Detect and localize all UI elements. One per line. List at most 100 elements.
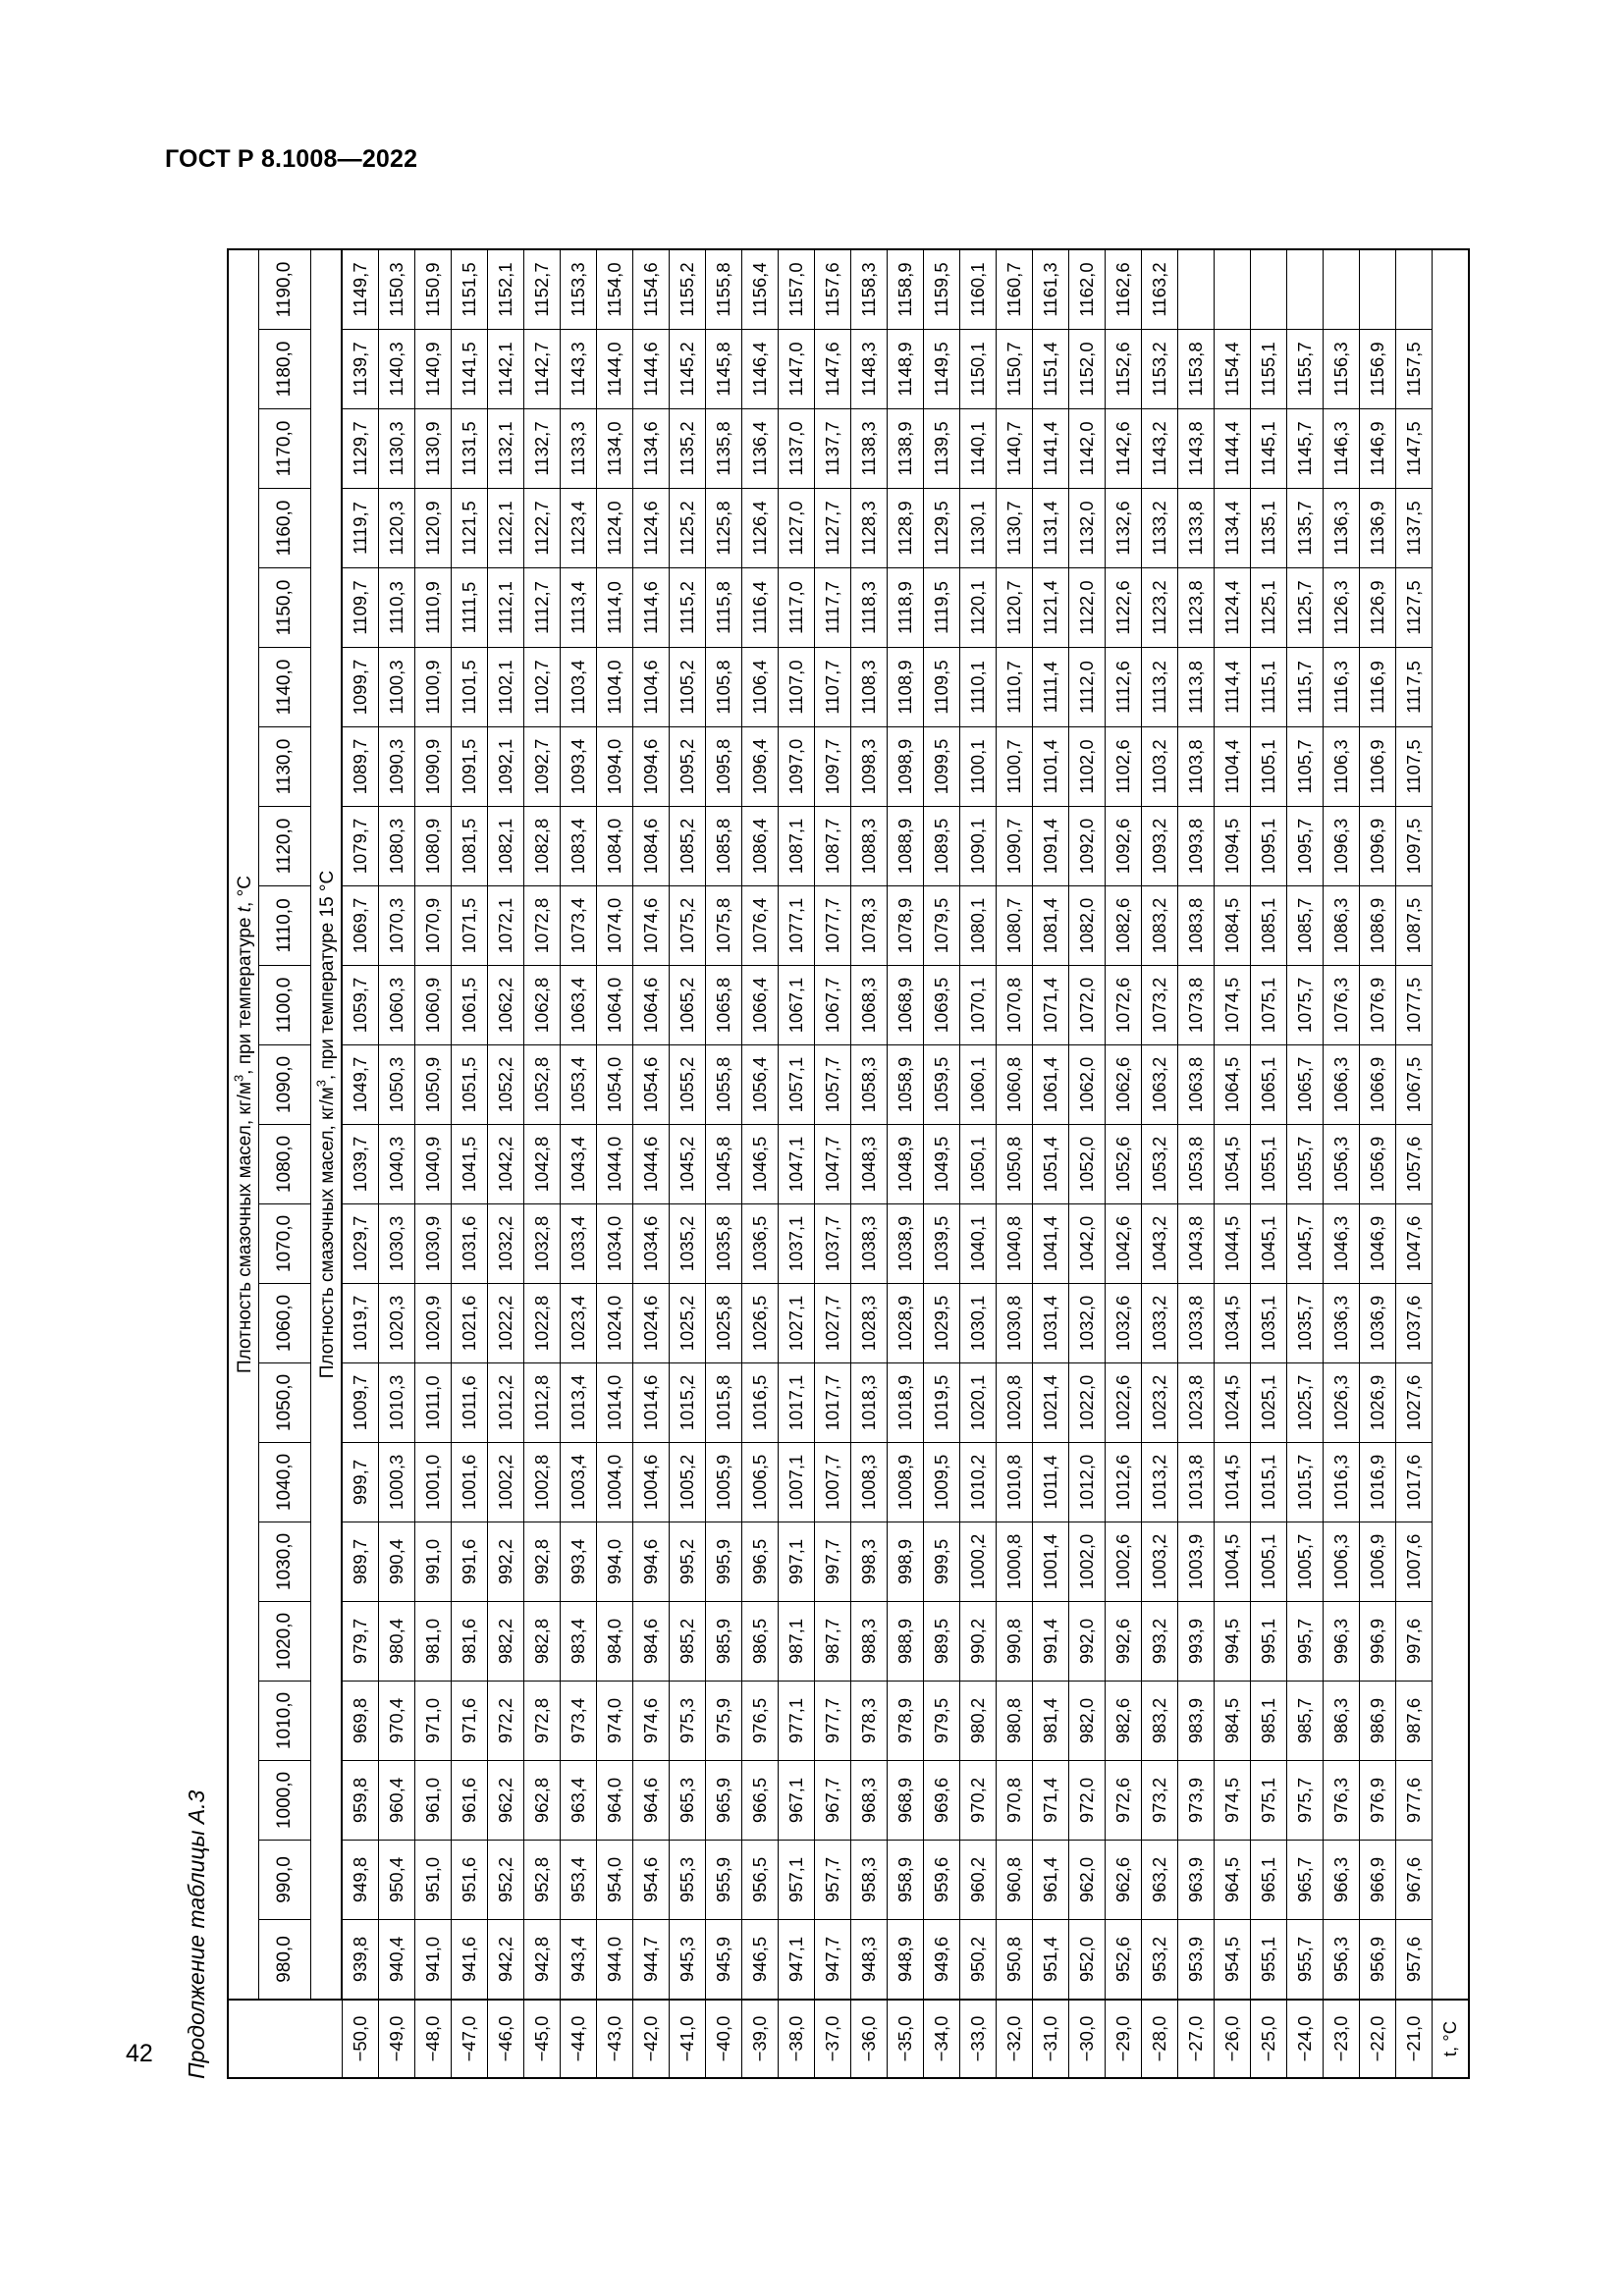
density-cell: 1086,9: [1359, 885, 1396, 965]
density-cell: 1070,3: [378, 885, 415, 965]
row-temperature: −41,0: [669, 1999, 706, 2078]
density-cell: 1095,8: [705, 726, 742, 806]
density-cell: 1002,6: [1105, 1522, 1142, 1601]
density-cell: 1158,3: [850, 248, 888, 329]
density-cell: 1093,8: [1177, 806, 1215, 885]
density-cell: 1060,1: [959, 1044, 997, 1124]
table-row: −42,0 944,7 954,6 964,6 974,6 984,6 994,6 1004,…: [632, 248, 670, 2078]
density-cell: 1154,0: [596, 248, 633, 329]
density-cell: 994,0: [596, 1522, 633, 1601]
density-cell: 980,4: [378, 1601, 415, 1681]
density-cell: 1112,7: [523, 567, 561, 647]
density-cell: 1012,6: [1105, 1442, 1142, 1522]
density-cell: 1044,6: [632, 1124, 670, 1203]
density-cell: [1395, 248, 1433, 329]
density-cell: 1030,3: [378, 1203, 415, 1283]
density-cell: 990,2: [959, 1601, 997, 1681]
density-cell: 1124,0: [596, 488, 633, 567]
density-cell: 1024,5: [1214, 1362, 1251, 1442]
density-cell: 960,4: [378, 1760, 415, 1840]
density-cell: 1113,2: [1141, 647, 1178, 726]
row-temperature: −37,0: [814, 1999, 851, 2078]
density-cell: 1024,6: [632, 1283, 670, 1362]
density-cell: 1049,5: [923, 1124, 960, 1203]
table-row: −26,0 954,5 964,5 974,5 984,5 994,5 1004,5 1014…: [1214, 248, 1251, 2078]
table-row: −21,0 957,6 967,6 977,6 987,6 997,6 1007,6 1017…: [1395, 248, 1433, 2078]
density-cell: 1152,0: [1068, 329, 1106, 408]
density-cell: 1070,8: [996, 965, 1033, 1044]
density-cell: 1095,2: [669, 726, 706, 806]
density-cell: 1105,7: [1286, 726, 1324, 806]
density-cell: 1090,1: [959, 806, 997, 885]
density-cell: 1003,9: [1177, 1522, 1215, 1601]
density-cell: 1002,8: [523, 1442, 561, 1522]
density-cell: 1067,1: [778, 965, 815, 1044]
density-cell: 1035,1: [1250, 1283, 1287, 1362]
density-cell: 994,6: [632, 1522, 670, 1601]
band-second-text: Плотность смазочных масел, кг/м3, при те…: [313, 870, 338, 1378]
density-cell: 1084,6: [632, 806, 670, 885]
table-row: −30,0 952,0 962,0 972,0 982,0 992,0 1002,0 1012…: [1068, 248, 1106, 2078]
density-cell: 976,5: [741, 1681, 779, 1760]
density-cell: 952,2: [487, 1840, 524, 1919]
density-cell: 1135,7: [1286, 488, 1324, 567]
density-cell: 982,2: [487, 1601, 524, 1681]
density-cell: 957,7: [814, 1840, 851, 1919]
density-cell: 969,8: [342, 1681, 379, 1760]
row-temperature: −36,0: [850, 1999, 888, 2078]
col-header: 1010,0: [258, 1681, 311, 1760]
density-cell: 1045,8: [705, 1124, 742, 1203]
row-temperature: −23,0: [1323, 1999, 1360, 2078]
density-cell: 1055,8: [705, 1044, 742, 1124]
table-row: −27,0 953,9 963,9 973,9 983,9 993,9 1003,9 1013…: [1177, 248, 1215, 2078]
density-cell: 1146,9: [1359, 408, 1396, 488]
density-cell: 954,0: [596, 1840, 633, 1919]
row-temperature: −45,0: [523, 1999, 561, 2078]
density-cell: 1038,3: [850, 1203, 888, 1283]
density-cell: 1040,8: [996, 1203, 1033, 1283]
density-cell: 1011,4: [1032, 1442, 1069, 1522]
density-cell: 1095,7: [1286, 806, 1324, 885]
density-cell: 1041,4: [1032, 1203, 1069, 1283]
density-cell: 1120,9: [414, 488, 452, 567]
density-cell: 1036,9: [1359, 1283, 1396, 1362]
table-row: −48,0 941,0 951,0 961,0 971,0 981,0 991,0 1001,…: [414, 248, 452, 2078]
density-cell: 997,6: [1395, 1601, 1433, 1681]
density-cell: 976,9: [1359, 1760, 1396, 1840]
col-header: 1110,0: [258, 885, 311, 965]
table-row: −46,0 942,2 952,2 962,2 972,2 982,2 992,2 1002,…: [487, 248, 524, 2078]
density-cell: 1052,8: [523, 1044, 561, 1124]
density-cell: 995,2: [669, 1522, 706, 1601]
density-cell: 1123,2: [1141, 567, 1178, 647]
density-cell: 1117,0: [778, 567, 815, 647]
table-footer-row: t, °C: [1432, 248, 1469, 2078]
density-cell: 1024,0: [596, 1283, 633, 1362]
density-cell: 1126,9: [1359, 567, 1396, 647]
density-cell: 1083,8: [1177, 885, 1215, 965]
density-cell: 956,3: [1323, 1919, 1360, 2000]
density-cell: 1152,1: [487, 248, 524, 329]
density-cell: 1026,9: [1359, 1362, 1396, 1442]
density-cell: 1125,7: [1286, 567, 1324, 647]
density-cell: 1010,3: [378, 1362, 415, 1442]
density-cell: 1097,7: [814, 726, 851, 806]
density-cell: 1043,8: [1177, 1203, 1215, 1283]
row-temperature: −29,0: [1105, 1999, 1142, 2078]
density-cell: 971,6: [451, 1681, 488, 1760]
density-cell: 1150,7: [996, 329, 1033, 408]
density-cell: 965,9: [705, 1760, 742, 1840]
density-cell: 1040,3: [378, 1124, 415, 1203]
density-cell: 1140,9: [414, 329, 452, 408]
density-cell: 964,6: [632, 1760, 670, 1840]
density-cell: 1030,9: [414, 1203, 452, 1283]
density-cell: 1093,2: [1141, 806, 1178, 885]
density-cell: 1071,5: [451, 885, 488, 965]
density-cell: 1137,7: [814, 408, 851, 488]
density-cell: 1150,9: [414, 248, 452, 329]
col-header: 980,0: [258, 1919, 311, 2000]
density-cell: 985,7: [1286, 1681, 1324, 1760]
density-cell: 1048,3: [850, 1124, 888, 1203]
density-cell: 1150,3: [378, 248, 415, 329]
density-cell: 984,6: [632, 1601, 670, 1681]
density-cell: 992,6: [1105, 1601, 1142, 1681]
